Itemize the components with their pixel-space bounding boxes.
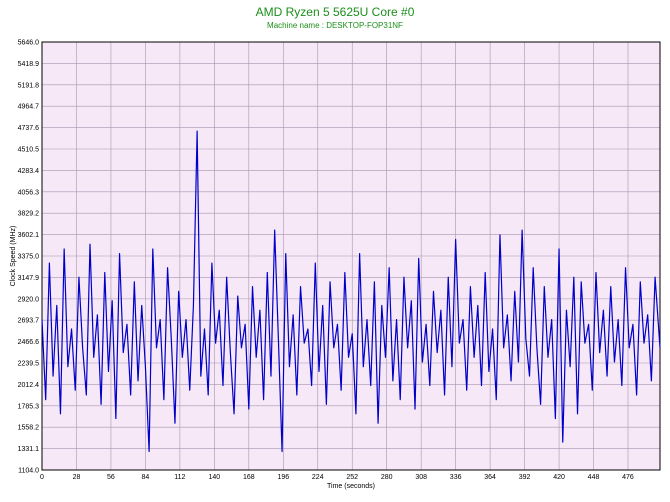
horizontal-gridlines [42,41,660,471]
y-tick-label: 3829.2 [18,211,40,218]
y-tick-label: 2239.5 [18,361,40,368]
x-tick-label: 0 [40,474,44,481]
x-tick-label: 420 [553,474,565,481]
x-tick-label: 476 [622,474,634,481]
x-tick-label: 140 [209,474,221,481]
x-tick-label: 308 [415,474,427,481]
x-tick-label: 56 [107,474,115,481]
y-tick-label: 4056.3 [18,189,40,196]
y-axis-label: Clock Speed (MHz) [10,226,17,287]
x-tick-label: 112 [174,474,185,481]
y-tick-label: 4283.4 [18,168,40,175]
plot-border [41,41,661,471]
y-tick-labels: 1104.0 1331.1 1558.2 1785.3 2012.4 2239.5 2466… [18,40,40,475]
y-tick-label: 5191.8 [18,82,40,89]
x-tick-label: 84 [142,474,150,481]
x-tick-label: 252 [346,474,358,481]
x-tick-labels: 0 28 56 84 112 140 168 196 224 252 280 308 336 364 392… [40,474,634,481]
y-tick-label: 5646.0 [18,40,40,47]
y-tick-label: 4737.6 [18,125,40,132]
chart-title: AMD Ryzen 5 5625U Core #0 [255,5,415,19]
chart-subtitle: Machine name : DESKTOP-FOP31NF [267,21,403,30]
y-tick-label: 1104.0 [18,468,39,475]
x-tick-label: 364 [484,474,496,481]
x-axis-label: Time (seconds) [327,483,375,490]
y-tick-label: 3147.9 [18,275,40,282]
y-tick-label: 2466.6 [18,339,40,346]
y-tick-label: 1785.3 [18,403,40,410]
x-tick-label: 392 [519,474,531,481]
y-tick-label: 1558.2 [18,425,40,432]
x-tick-label: 448 [588,474,600,481]
y-tick-label: 5418.9 [18,61,40,68]
x-tick-label: 28 [73,474,81,481]
y-tick-label: 4964.7 [18,104,40,111]
series-layer [41,130,661,453]
y-tick-label: 3375.0 [18,254,40,261]
x-tick-label: 168 [243,474,255,481]
y-tick-label: 1331.1 [18,446,40,453]
x-tick-label: 196 [277,474,289,481]
y-tick-label: 2920.0 [18,296,40,303]
x-tick-label: 224 [312,474,324,481]
y-tick-label: 2012.4 [18,382,40,389]
x-tick-label: 280 [381,474,393,481]
y-tick-label: 4510.5 [18,147,40,154]
y-tick-label: 3602.1 [18,232,40,239]
y-tick-label: 2693.7 [18,318,40,325]
series-line [41,130,661,453]
x-tick-label: 336 [450,474,462,481]
